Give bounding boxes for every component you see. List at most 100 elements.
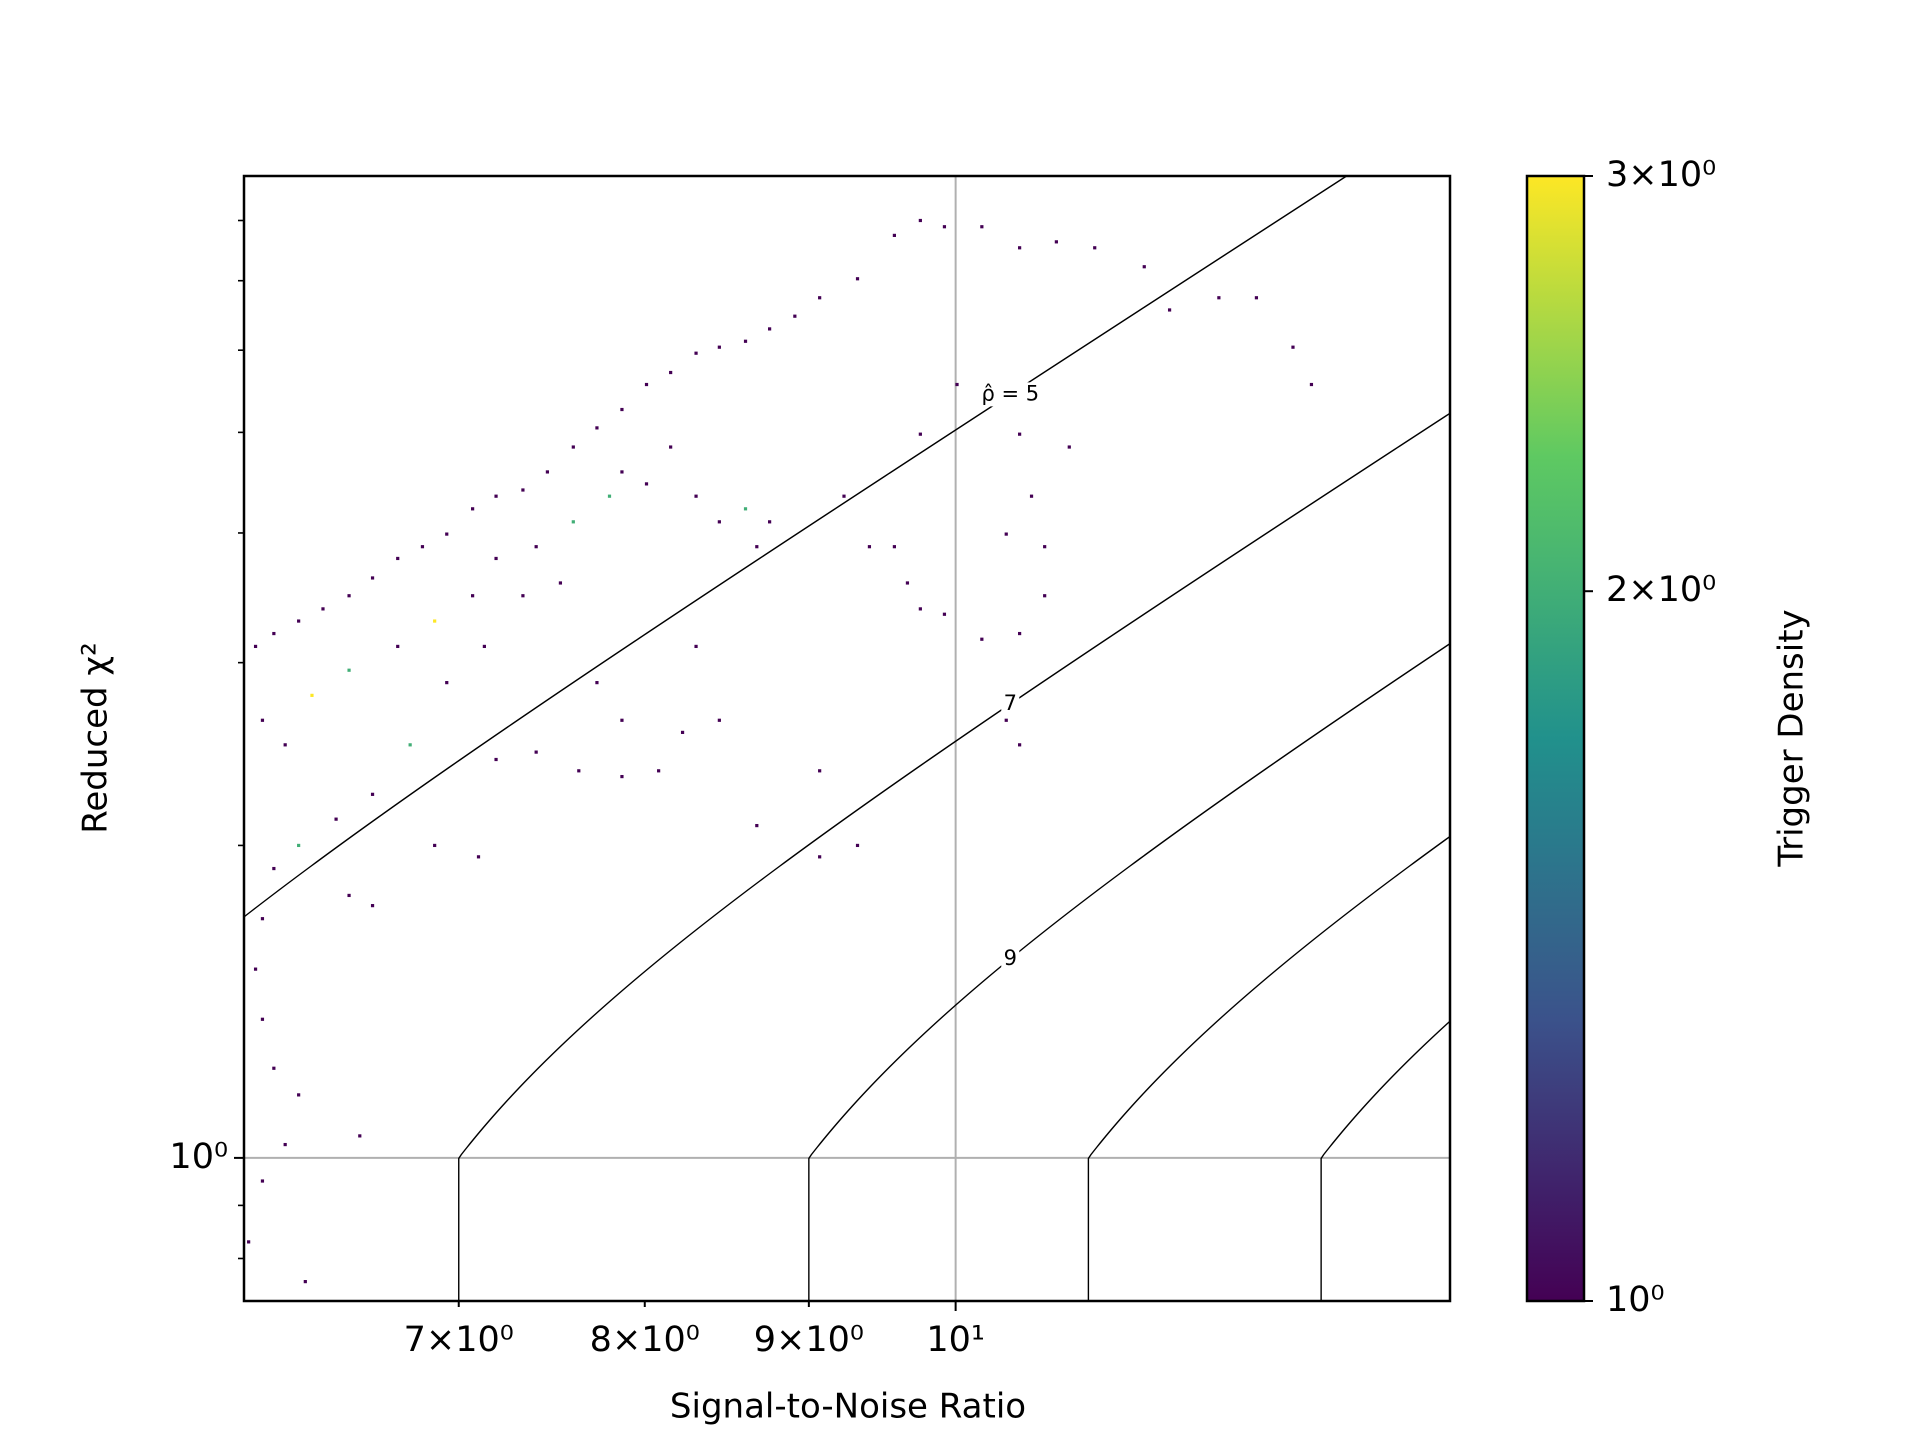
point bbox=[717, 345, 721, 349]
point bbox=[694, 351, 698, 355]
point bbox=[694, 644, 698, 649]
colorbar-tick-label: 2×10⁰ bbox=[1606, 570, 1716, 610]
point bbox=[842, 494, 846, 498]
point bbox=[534, 545, 538, 549]
point bbox=[521, 488, 525, 492]
point bbox=[310, 693, 314, 697]
point bbox=[272, 1066, 276, 1070]
point bbox=[1043, 545, 1047, 549]
point bbox=[247, 1240, 251, 1244]
x-axis-label: Signal-to-Noise Ratio bbox=[670, 1387, 1026, 1427]
point bbox=[1217, 296, 1221, 300]
plot-area bbox=[244, 176, 1450, 1301]
point bbox=[867, 545, 872, 549]
point bbox=[918, 218, 922, 223]
point bbox=[892, 233, 896, 237]
point bbox=[669, 370, 673, 375]
point bbox=[370, 904, 375, 908]
point bbox=[370, 792, 375, 796]
point bbox=[942, 612, 947, 616]
point bbox=[793, 314, 797, 318]
point bbox=[918, 607, 922, 611]
point bbox=[980, 637, 984, 641]
point bbox=[433, 619, 437, 623]
point bbox=[1018, 631, 1022, 636]
point bbox=[260, 718, 265, 722]
point bbox=[253, 967, 258, 971]
point bbox=[620, 470, 624, 474]
contour-line bbox=[1087, 835, 1450, 1301]
point bbox=[669, 445, 673, 449]
point bbox=[657, 769, 661, 773]
point bbox=[1291, 345, 1295, 349]
point bbox=[1054, 240, 1058, 244]
point bbox=[694, 494, 698, 498]
point bbox=[1018, 246, 1022, 250]
point bbox=[743, 339, 748, 343]
point bbox=[607, 494, 612, 498]
point bbox=[272, 866, 276, 871]
point bbox=[420, 545, 425, 549]
point bbox=[1067, 445, 1071, 449]
point bbox=[717, 718, 721, 722]
point bbox=[1004, 718, 1008, 722]
colorbar-tick-label: 3×10⁰ bbox=[1606, 155, 1716, 195]
point bbox=[1167, 308, 1172, 312]
colorbar-label: Trigger Density bbox=[1772, 609, 1812, 867]
colorbar-tick-label: 10⁰ bbox=[1606, 1280, 1665, 1320]
contour-line bbox=[808, 642, 1450, 1301]
point bbox=[260, 917, 265, 921]
y-tick-label: 10⁰ bbox=[169, 1137, 228, 1177]
point bbox=[571, 445, 575, 449]
point bbox=[905, 581, 910, 585]
point bbox=[347, 893, 351, 898]
point bbox=[283, 1142, 287, 1147]
point bbox=[955, 382, 959, 387]
point bbox=[768, 520, 772, 524]
point bbox=[620, 407, 624, 412]
point bbox=[545, 470, 550, 474]
point bbox=[595, 681, 599, 685]
point bbox=[445, 532, 449, 536]
point bbox=[571, 520, 575, 524]
point bbox=[620, 774, 624, 779]
point bbox=[321, 607, 325, 611]
y-axis-label: Reduced χ² bbox=[76, 642, 116, 833]
point bbox=[253, 644, 258, 649]
point bbox=[445, 681, 449, 685]
contour-label-bg bbox=[1001, 946, 1020, 971]
point bbox=[577, 769, 581, 773]
point bbox=[534, 750, 538, 754]
point bbox=[396, 644, 400, 649]
point bbox=[1004, 532, 1008, 536]
point bbox=[303, 1280, 307, 1284]
contour-label: 9 bbox=[1004, 946, 1017, 970]
point bbox=[1043, 594, 1047, 598]
point bbox=[892, 545, 896, 549]
point bbox=[396, 556, 400, 561]
point bbox=[260, 1017, 265, 1021]
point bbox=[297, 619, 301, 623]
point bbox=[494, 556, 498, 561]
contour-label-bg bbox=[1001, 691, 1020, 716]
point bbox=[408, 743, 412, 747]
point bbox=[755, 823, 759, 828]
point bbox=[272, 631, 276, 636]
point bbox=[521, 594, 525, 598]
point bbox=[347, 594, 351, 598]
point bbox=[471, 594, 475, 598]
point bbox=[494, 757, 498, 762]
point bbox=[1018, 432, 1022, 436]
point bbox=[558, 581, 563, 585]
point bbox=[818, 769, 822, 773]
point bbox=[644, 382, 649, 387]
point bbox=[818, 296, 822, 300]
point bbox=[644, 482, 649, 486]
x-tick-label: 8×10⁰ bbox=[590, 1320, 700, 1360]
point bbox=[476, 855, 481, 859]
point bbox=[818, 855, 822, 859]
point bbox=[980, 225, 984, 229]
point bbox=[482, 644, 486, 649]
colorbar bbox=[1525, 174, 1586, 1303]
contour-line bbox=[458, 412, 1450, 1301]
